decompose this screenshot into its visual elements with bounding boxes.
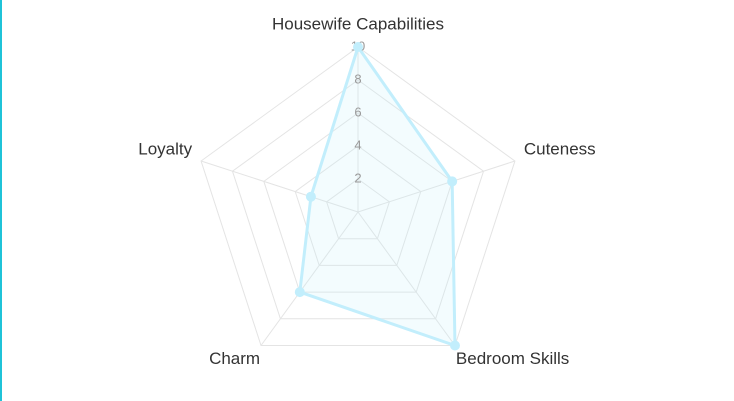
spoke <box>200 160 359 213</box>
category-label: Loyalty <box>138 140 192 159</box>
data-point <box>353 42 363 52</box>
grid-ring <box>263 112 453 293</box>
tick-label: 8 <box>354 71 361 86</box>
grid-ring <box>326 178 390 240</box>
spoke <box>260 211 359 346</box>
data-area <box>298 43 457 348</box>
spoke <box>357 211 456 346</box>
left-border <box>0 0 2 401</box>
category-label: Cuteness <box>524 140 596 159</box>
grid-ring <box>200 46 516 346</box>
category-label: Charm <box>209 349 260 368</box>
data-point <box>447 176 458 187</box>
tick-label: 4 <box>354 137 361 152</box>
grid-ring <box>231 79 485 320</box>
data-point <box>294 287 305 298</box>
tick-label: 2 <box>354 170 361 185</box>
spoke <box>357 160 516 213</box>
data-point <box>449 340 460 351</box>
category-label: Bedroom Skills <box>456 349 569 368</box>
grid-ring <box>294 145 422 266</box>
tick-label: 6 <box>354 104 361 119</box>
category-label: Housewife Capabilities <box>272 14 444 33</box>
data-point <box>305 191 316 202</box>
